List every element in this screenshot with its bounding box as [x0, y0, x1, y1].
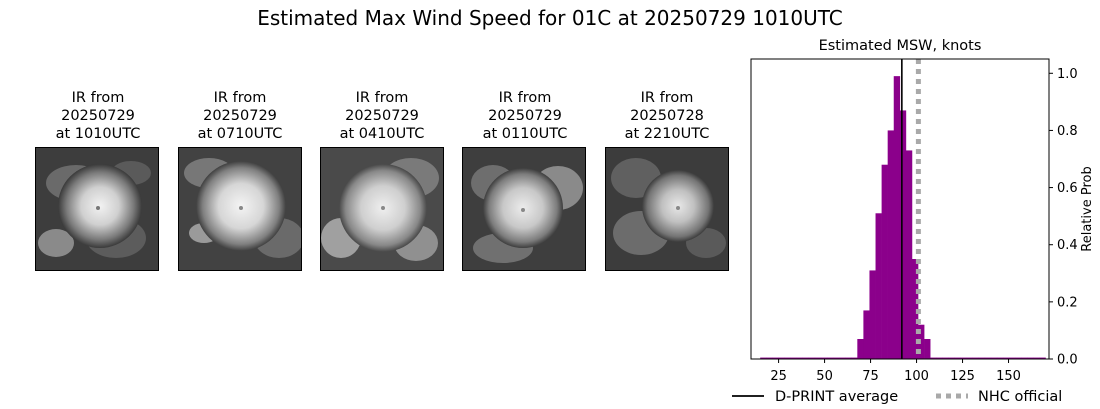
histogram-bar — [857, 339, 864, 359]
thumbnail-caption: IR from 20250729 at 0110UTC — [450, 89, 600, 143]
caption-line: at 0710UTC — [197, 126, 283, 142]
legend: D-PRINT average NHC official — [732, 389, 1062, 405]
histogram-bar — [1027, 357, 1034, 359]
histogram-bar — [905, 150, 913, 359]
chart-title: Estimated MSW, knots — [819, 38, 982, 54]
caption-line: IR from — [71, 90, 125, 106]
histogram-bar — [899, 110, 907, 359]
histogram-bar — [948, 357, 955, 359]
x-tick-label: 100 — [904, 369, 929, 384]
caption-line: IR from — [498, 90, 552, 106]
ir-satellite-image — [178, 147, 302, 271]
histogram-bar — [845, 357, 852, 359]
caption-line: 20250728 — [630, 108, 704, 124]
ir-satellite-image — [320, 147, 444, 271]
y-tick-label: 0.8 — [1057, 124, 1078, 139]
histogram-bar — [833, 357, 840, 359]
legend-label-d-print: D-PRINT average — [775, 389, 898, 405]
caption-line: IR from — [213, 90, 267, 106]
histogram-bars — [760, 76, 1046, 360]
caption-line: IR from — [355, 90, 409, 106]
histogram-bar — [918, 324, 925, 359]
histogram-bar — [1009, 357, 1016, 359]
caption-line: at 2210UTC — [624, 126, 710, 142]
histogram-bar — [814, 357, 822, 359]
histogram-bar — [893, 76, 901, 360]
histogram-bar — [1021, 357, 1028, 359]
thumbnail-caption: IR from 20250729 at 0410UTC — [307, 89, 457, 143]
plot-frame — [750, 58, 1050, 360]
histogram-bar — [978, 357, 986, 359]
caption-line: IR from — [640, 90, 694, 106]
y-tick-label: 0.6 — [1057, 181, 1078, 196]
histogram-bar — [954, 357, 961, 359]
histogram-bar — [778, 357, 785, 359]
histogram-bar — [766, 357, 773, 359]
histogram-bar — [784, 357, 791, 359]
x-tick-label: 125 — [950, 369, 975, 384]
histogram-bar — [851, 357, 858, 359]
histogram-bar — [990, 357, 998, 359]
caption-line: 20250729 — [61, 108, 135, 124]
x-tick-label: 50 — [816, 369, 833, 384]
histogram-bar — [887, 130, 895, 359]
ir-satellite-image — [462, 147, 586, 271]
histogram-bar — [924, 339, 931, 359]
histogram-bar — [936, 357, 943, 359]
histogram-bar — [826, 357, 834, 359]
caption-line: 20250729 — [488, 108, 562, 124]
histogram-bar — [808, 357, 816, 359]
histogram-bar — [942, 357, 949, 359]
histogram-bar — [881, 164, 888, 359]
caption-line: at 0110UTC — [482, 126, 568, 142]
histogram-bar — [930, 357, 937, 359]
x-tick-label: 150 — [996, 369, 1021, 384]
histogram-bar — [820, 357, 828, 359]
caption-line: at 1010UTC — [55, 126, 141, 142]
figure-title: Estimated Max Wind Speed for 01C at 2025… — [257, 6, 843, 30]
y-tick-label: 0.2 — [1057, 295, 1078, 310]
histogram-bar — [972, 357, 980, 359]
x-axis-ticks: 25 50 75 100 125 150 — [770, 359, 1021, 384]
reference-lines — [901, 59, 921, 359]
histogram-bar — [911, 259, 919, 359]
caption-line: 20250729 — [203, 108, 277, 124]
x-tick-label: 75 — [862, 369, 879, 384]
histogram-bar — [790, 357, 797, 359]
histogram-bar — [1003, 357, 1010, 359]
histogram-bar — [863, 310, 870, 359]
histogram-bar — [839, 357, 846, 359]
y-tick-label: 1.0 — [1057, 67, 1078, 82]
ir-satellite-image — [605, 147, 729, 271]
histogram-bar — [1033, 357, 1040, 359]
histogram-bar — [760, 357, 767, 359]
y-axis-ticks: 0.0 0.2 0.4 0.6 0.8 1.0 — [1049, 67, 1078, 368]
histogram-bar — [996, 357, 1004, 359]
histogram-bar — [772, 357, 779, 359]
histogram-bar — [984, 357, 992, 359]
ir-satellite-image — [35, 147, 159, 271]
histogram-bar — [960, 357, 967, 359]
caption-line: 20250729 — [345, 108, 419, 124]
histogram-bar — [1039, 357, 1046, 359]
histogram-bar — [802, 357, 810, 359]
thumbnail-caption: IR from 20250729 at 1010UTC — [23, 89, 173, 143]
y-axis-label: Relative Prob — [1080, 166, 1095, 251]
histogram-bar — [966, 357, 973, 359]
histogram-bar — [796, 357, 803, 359]
histogram-bar — [869, 270, 876, 359]
caption-line: at 0410UTC — [339, 126, 425, 142]
thumbnail-caption: IR from 20250728 at 2210UTC — [592, 89, 742, 143]
histogram-bar — [1015, 357, 1022, 359]
thumbnail-caption: IR from 20250729 at 0710UTC — [165, 89, 315, 143]
y-tick-label: 0.4 — [1057, 238, 1078, 253]
histogram-bar — [875, 213, 882, 359]
y-tick-label: 0.0 — [1057, 353, 1078, 368]
legend-label-nhc: NHC official — [978, 389, 1062, 405]
x-tick-label: 25 — [770, 369, 787, 384]
